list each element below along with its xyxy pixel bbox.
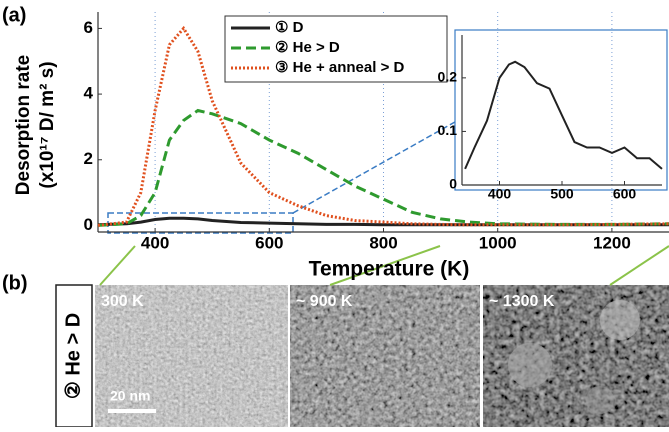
y-tick-label: 0.1 <box>438 122 458 138</box>
y-tick-label: 0 <box>84 215 93 234</box>
inset-frame <box>455 30 667 190</box>
y-tick-label: 2 <box>84 149 93 168</box>
y-tick-label: 6 <box>84 18 93 37</box>
page: {"panel_labels": ["(a)", "(b)"], "chart_… <box>0 0 669 432</box>
legend-label: ① D <box>275 19 304 36</box>
image-label: ~ 900 K <box>296 293 353 310</box>
bubble <box>600 300 640 340</box>
panel-label: (b) <box>2 272 28 294</box>
image-label: ~ 1300 K <box>489 293 555 310</box>
panel-label: (a) <box>2 4 26 26</box>
y-axis-label: Desorption rate <box>13 55 34 195</box>
x-tick-label: 600 <box>255 233 283 252</box>
figure: (a) (b) ② He > D 300 K ~ 900 K ~ 1300 K … <box>0 0 669 427</box>
y-axis-unit: (x10¹⁷ D/ m² s) <box>37 61 58 188</box>
bubble <box>508 343 552 387</box>
x-tick-label: 1000 <box>479 233 517 252</box>
x-axis-label: Temperature (K) <box>309 258 470 281</box>
bubble <box>586 386 614 414</box>
connector <box>100 246 135 285</box>
x-tick-label: 800 <box>369 233 397 252</box>
legend-label: ② He > D <box>275 39 340 56</box>
y-tick-label: 0.2 <box>438 69 458 85</box>
image-label: 300 K <box>101 293 144 310</box>
x-tick-label: 400 <box>488 186 512 202</box>
x-tick-label: 1200 <box>593 233 631 252</box>
x-tick-label: 600 <box>613 186 637 202</box>
x-tick-label: 400 <box>141 233 169 252</box>
y-tick-label: 0 <box>449 176 457 192</box>
scale-bar <box>108 409 156 413</box>
y-tick-label: 4 <box>84 84 94 103</box>
row-label: ② He > D <box>62 313 84 399</box>
x-tick-label: 500 <box>550 186 574 202</box>
scale-bar-label: 20 nm <box>110 388 150 404</box>
legend-label: ③ He + anneal > D <box>275 59 404 76</box>
